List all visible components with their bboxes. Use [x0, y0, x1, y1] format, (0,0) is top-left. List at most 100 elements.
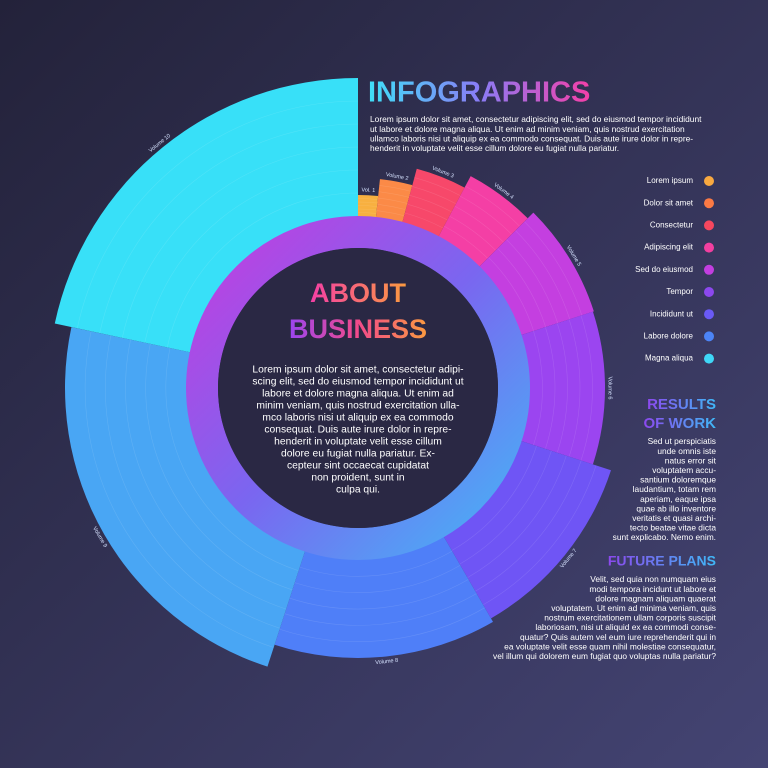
segment-texture	[125, 339, 287, 610]
paragraph-line: henderit in voluptate velit esse cillum …	[370, 143, 619, 153]
legend-label: Tempor	[666, 287, 693, 296]
segment-texture	[459, 195, 512, 235]
legend-label: Dolor sit amet	[644, 198, 694, 207]
inner-ring	[186, 216, 530, 560]
legend-label: Incididunt ut	[650, 309, 694, 318]
legend-dot	[704, 220, 714, 231]
segment-texture	[459, 450, 552, 565]
segment-texture	[105, 335, 281, 629]
legend-label: Labore dolore	[644, 332, 694, 341]
results-line: veritatis et quasi archi-	[632, 513, 716, 523]
segment-label: Volume 8	[375, 658, 398, 666]
future-line: Velit, sed quia non numquam eius	[590, 574, 716, 584]
segment	[401, 168, 465, 238]
results-title: RESULTS	[647, 396, 716, 413]
segment-texture	[279, 607, 485, 642]
legend-label: Adipiscing elit	[644, 243, 694, 252]
segment-texture	[580, 315, 593, 461]
title: INFOGRAPHICS	[368, 77, 590, 109]
legend-label: Magna aliqua	[645, 354, 694, 363]
paragraph-line: Lorem ipsum dolor sit amet, consectetur …	[370, 114, 702, 124]
results-line: quae ab illo inventore	[636, 503, 716, 513]
future-line: dolore magnam aliquam quaerat	[595, 593, 716, 603]
results-line: voluptatem accu-	[652, 465, 716, 475]
results-line: aperiam, eaque ipsa	[640, 494, 716, 504]
segment-texture	[76, 100, 359, 329]
results-line: Sed ut perspiciatis	[648, 436, 716, 446]
segment-texture	[454, 205, 504, 243]
legend-dot	[704, 287, 714, 297]
segment-texture	[357, 208, 377, 211]
about-line: dolore eu fugiat nulla pariatur. Ex-	[281, 449, 435, 460]
texts: INFOGRAPHICS Lorem ipsum dolor sit amet, …	[252, 77, 716, 661]
about-line: henderit in voluptate velit esse cillum	[274, 437, 442, 448]
segment-texture	[357, 205, 378, 207]
about-line: scing elit, sed do eiusmod tempor incidi…	[252, 377, 463, 388]
about-line: labore et dolore magna aliqua. Ut enim a…	[262, 389, 454, 400]
segment-texture	[378, 191, 410, 198]
segment-texture	[568, 319, 581, 457]
results-line: tecto beatae vitae dicta	[630, 523, 716, 533]
segment-label: Volume 6	[607, 377, 613, 400]
segment-texture	[377, 204, 406, 210]
paragraph-line: ullamco laboris nisi ut aliquip ex ea co…	[370, 133, 693, 143]
legend-dot	[704, 264, 714, 275]
future-title: FUTURE PLANS	[608, 553, 716, 569]
segment-texture	[475, 460, 582, 592]
about-line: mco laboris nisi ut aliquip ex ea commod…	[262, 413, 453, 424]
segment-texture	[121, 146, 359, 338]
about-title: ABOUT	[310, 278, 406, 308]
segment-texture	[404, 212, 444, 229]
future-line: quatur? Quis autem vel eum iure reprehen…	[520, 632, 716, 642]
about-line: Lorem ipsum dolor sit amet, consectetur …	[252, 365, 463, 376]
results-line: santium doloremque	[640, 475, 716, 485]
future-line: vel illum qui dolorem eum fugiat quo vol…	[493, 651, 716, 661]
segment-label: Vol. 1	[361, 187, 375, 194]
legend-dot	[704, 353, 714, 364]
future-line: ea voluptate velit esse quam nihil moles…	[504, 641, 716, 651]
segment-texture	[451, 445, 537, 551]
segment	[437, 176, 528, 268]
segment	[443, 440, 611, 619]
legend-dot	[704, 331, 714, 342]
segment-texture	[556, 323, 568, 453]
legend-label: Sed do eiusmod	[635, 265, 693, 274]
segment-texture	[289, 579, 469, 610]
center-disc	[218, 248, 498, 528]
legend-dot	[704, 242, 714, 253]
about-line: consequat. Duis aute irure dolor in repr…	[264, 425, 451, 436]
results-line: sunt explicabo. Nemo enim.	[613, 532, 716, 542]
about-line: cepteur sint occaecat cupidatat	[287, 461, 429, 472]
segment-texture	[411, 186, 457, 205]
about-line: culpa qui.	[336, 485, 380, 496]
paragraph-line: ut labore et dolore magna aliqua. Ut eni…	[370, 124, 685, 134]
future-line: voluptatem. Ut enim ad minima veniam, qu…	[551, 603, 716, 613]
segment-texture	[488, 257, 534, 332]
segment-texture	[379, 185, 411, 192]
segment-texture	[357, 198, 378, 200]
segment-texture	[467, 455, 567, 578]
segment-texture	[524, 221, 583, 316]
segment	[54, 78, 359, 353]
about-line: non proident, sunt in	[311, 473, 405, 484]
about-line: minim veniam, quis nostrud exercitation …	[256, 401, 459, 412]
segment-texture	[409, 195, 452, 213]
segment-texture	[299, 550, 453, 577]
segment-texture	[449, 215, 496, 251]
segment-texture	[357, 201, 378, 204]
segment-texture	[84, 331, 274, 648]
segment	[358, 195, 379, 219]
about-title: BUSINESS	[289, 314, 427, 344]
segment	[375, 179, 413, 224]
segment-texture	[99, 123, 359, 334]
results-line: laudantium, totam rem	[633, 484, 716, 494]
results-line: unde omnis iste	[657, 446, 716, 456]
segment-texture	[165, 347, 299, 572]
legend-label: Consectetur	[650, 221, 693, 230]
segment-texture	[407, 203, 448, 221]
segment-texture	[376, 210, 405, 217]
segment-label: Volume 2	[385, 172, 409, 182]
future-line: laboriosam, nisi ut aliquid ex ea commod…	[535, 622, 716, 632]
